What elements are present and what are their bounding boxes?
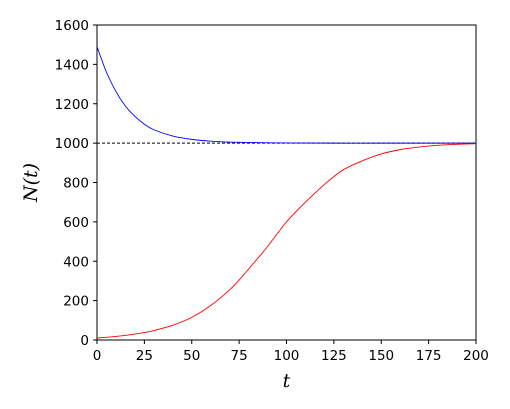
x-tick-label: 150 xyxy=(368,348,394,364)
x-tick-label: 0 xyxy=(93,348,102,364)
y-tick-label: 0 xyxy=(80,333,89,349)
x-tick-label: 50 xyxy=(183,348,200,364)
y-tick-label: 1000 xyxy=(55,136,89,152)
plot-area xyxy=(96,24,477,341)
x-tick-label: 125 xyxy=(321,348,347,364)
y-tick-label: 600 xyxy=(63,215,89,231)
x-tick-label: 200 xyxy=(463,348,489,364)
y-tick-label: 1600 xyxy=(55,18,89,34)
series-line-1 xyxy=(96,46,476,144)
y-tick-label: 800 xyxy=(63,176,89,192)
x-axis-label: t xyxy=(283,370,291,392)
x-tick-label: 100 xyxy=(274,348,300,364)
y-tick-label: 1200 xyxy=(55,97,89,113)
y-tick-label: 1400 xyxy=(55,57,89,73)
series-group xyxy=(96,46,477,339)
x-tick-label: 25 xyxy=(136,348,153,364)
y-axis-label: N(t) xyxy=(20,163,42,203)
axis-ticks: 0 25 50 75 100 125 150 175 200 0 200 400 600 800 1000 1… xyxy=(55,18,489,364)
y-tick-label: 200 xyxy=(63,294,89,310)
x-tick-label: 175 xyxy=(416,348,442,364)
x-tick-label: 75 xyxy=(231,348,248,364)
series-line-2 xyxy=(96,143,477,339)
y-tick-label: 400 xyxy=(63,254,89,270)
